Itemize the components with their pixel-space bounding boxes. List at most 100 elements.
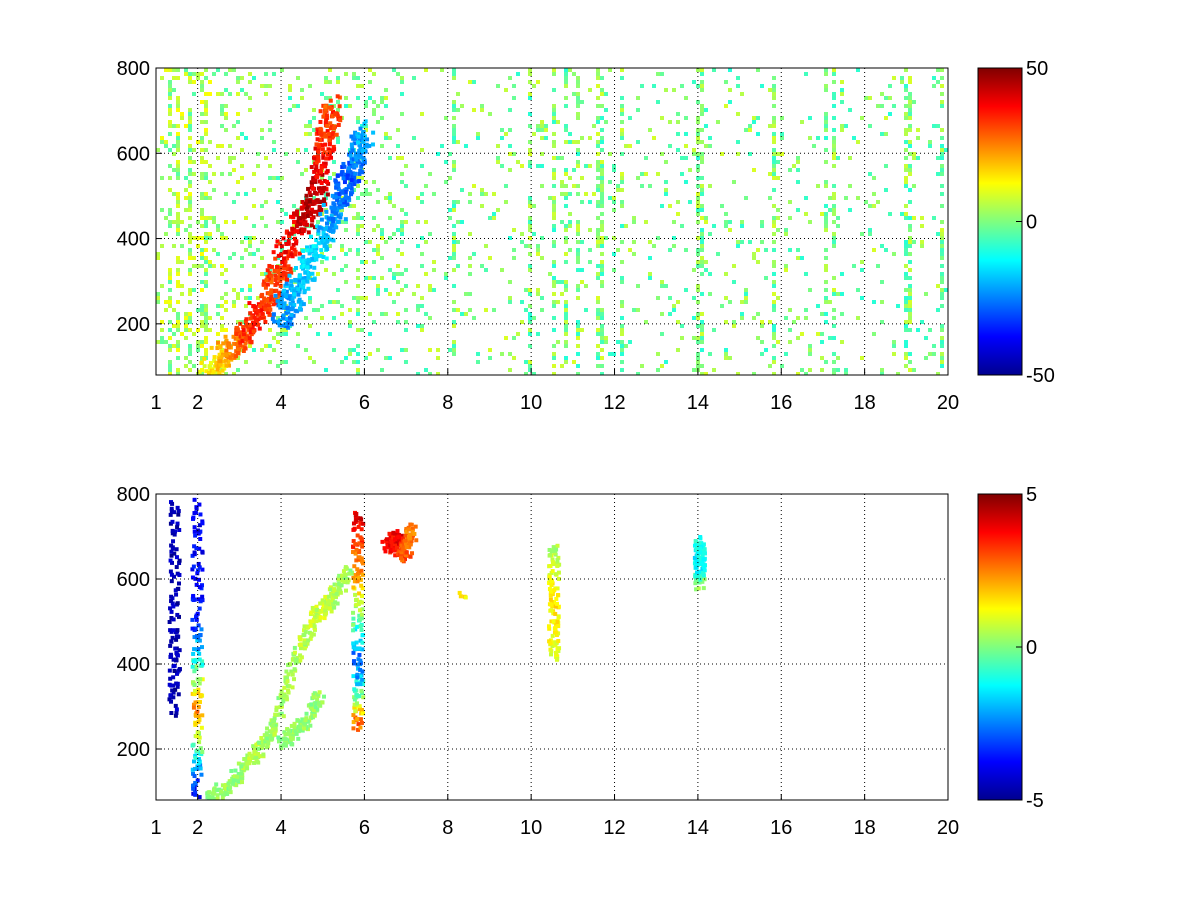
feature-cell: [263, 319, 268, 324]
feature-cell: [354, 679, 359, 684]
feature-cell: [550, 559, 555, 564]
feature-cell: [219, 789, 224, 794]
noise-cell: [532, 316, 536, 320]
feature-cell: [308, 264, 313, 269]
noise-cell: [596, 356, 600, 360]
noise-cell: [188, 108, 192, 112]
feature-cell: [295, 718, 300, 723]
feature-cell: [311, 178, 316, 183]
noise-cell: [648, 276, 652, 280]
noise-cell: [452, 128, 456, 132]
noise-cell: [776, 340, 780, 344]
noise-cell: [240, 176, 244, 180]
feature-cell: [214, 782, 219, 787]
noise-cell: [904, 324, 908, 328]
noise-cell: [204, 328, 208, 332]
feature-cell: [270, 723, 275, 728]
feature-cell: [168, 654, 173, 659]
feature-cell: [360, 586, 365, 591]
feature-cell: [318, 199, 323, 204]
feature-cell: [338, 212, 343, 217]
feature-cell: [283, 273, 288, 278]
noise-cell: [180, 284, 184, 288]
noise-cell: [828, 300, 832, 304]
feature-cell: [396, 537, 401, 542]
noise-cell: [536, 244, 540, 248]
feature-cell: [701, 586, 706, 591]
feature-cell: [323, 608, 328, 613]
noise-cell: [200, 148, 204, 152]
noise-cell: [452, 68, 456, 72]
noise-cell: [204, 272, 208, 276]
noise-cell: [312, 196, 316, 200]
noise-cell: [400, 272, 404, 276]
noise-cell: [900, 76, 904, 80]
noise-cell: [188, 116, 192, 120]
noise-cell: [620, 360, 624, 364]
noise-cell: [188, 208, 192, 212]
noise-cell: [204, 216, 208, 220]
noise-cell: [596, 68, 600, 72]
noise-cell: [200, 172, 204, 176]
noise-cell: [372, 228, 376, 232]
noise-cell: [432, 288, 436, 292]
feature-cell: [309, 216, 314, 221]
noise-cell: [512, 152, 516, 156]
feature-cell: [323, 142, 328, 147]
noise-cell: [376, 248, 380, 252]
feature-cell: [167, 697, 172, 702]
feature-cell: [277, 303, 282, 308]
feature-cell: [195, 634, 200, 639]
feature-cell: [549, 619, 554, 624]
noise-cell: [852, 136, 856, 140]
feature-cell: [549, 600, 554, 605]
noise-cell: [400, 288, 404, 292]
noise-cell: [220, 92, 224, 96]
noise-cell: [888, 112, 892, 116]
feature-cell: [299, 283, 304, 288]
noise-cell: [672, 308, 676, 312]
noise-cell: [348, 348, 352, 352]
noise-cell: [836, 156, 840, 160]
noise-cell: [552, 184, 556, 188]
feature-cell: [549, 589, 554, 594]
noise-cell: [252, 236, 256, 240]
noise-cell: [924, 292, 928, 296]
noise-cell: [232, 252, 236, 256]
noise-cell: [904, 112, 908, 116]
noise-cell: [600, 264, 604, 268]
noise-cell: [232, 300, 236, 304]
feature-cell: [354, 547, 359, 552]
feature-cell: [237, 338, 242, 343]
noise-cell: [904, 132, 908, 136]
noise-cell: [600, 340, 604, 344]
noise-cell: [576, 184, 580, 188]
feature-cell: [310, 218, 315, 223]
feature-cell: [336, 122, 341, 127]
feature-cell: [171, 539, 176, 544]
noise-cell: [576, 320, 580, 324]
feature-cell: [174, 707, 179, 712]
noise-cell: [772, 324, 776, 328]
noise-cell: [796, 316, 800, 320]
noise-cell: [612, 168, 616, 172]
noise-cell: [620, 200, 624, 204]
noise-cell: [696, 100, 700, 104]
noise-cell: [700, 240, 704, 244]
noise-cell: [772, 216, 776, 220]
feature-cell: [308, 248, 313, 253]
noise-cell: [700, 232, 704, 236]
feature-cell: [351, 157, 356, 162]
noise-cell: [824, 112, 828, 116]
noise-cell: [940, 364, 944, 368]
noise-cell: [176, 320, 180, 324]
feature-cell: [169, 553, 174, 558]
noise-cell: [904, 84, 908, 88]
noise-cell: [584, 164, 588, 168]
noise-cell: [940, 360, 944, 364]
feature-cell: [337, 573, 342, 578]
feature-cell: [313, 705, 318, 710]
feature-cell: [197, 606, 202, 611]
noise-cell: [620, 304, 624, 308]
noise-cell: [944, 288, 948, 292]
